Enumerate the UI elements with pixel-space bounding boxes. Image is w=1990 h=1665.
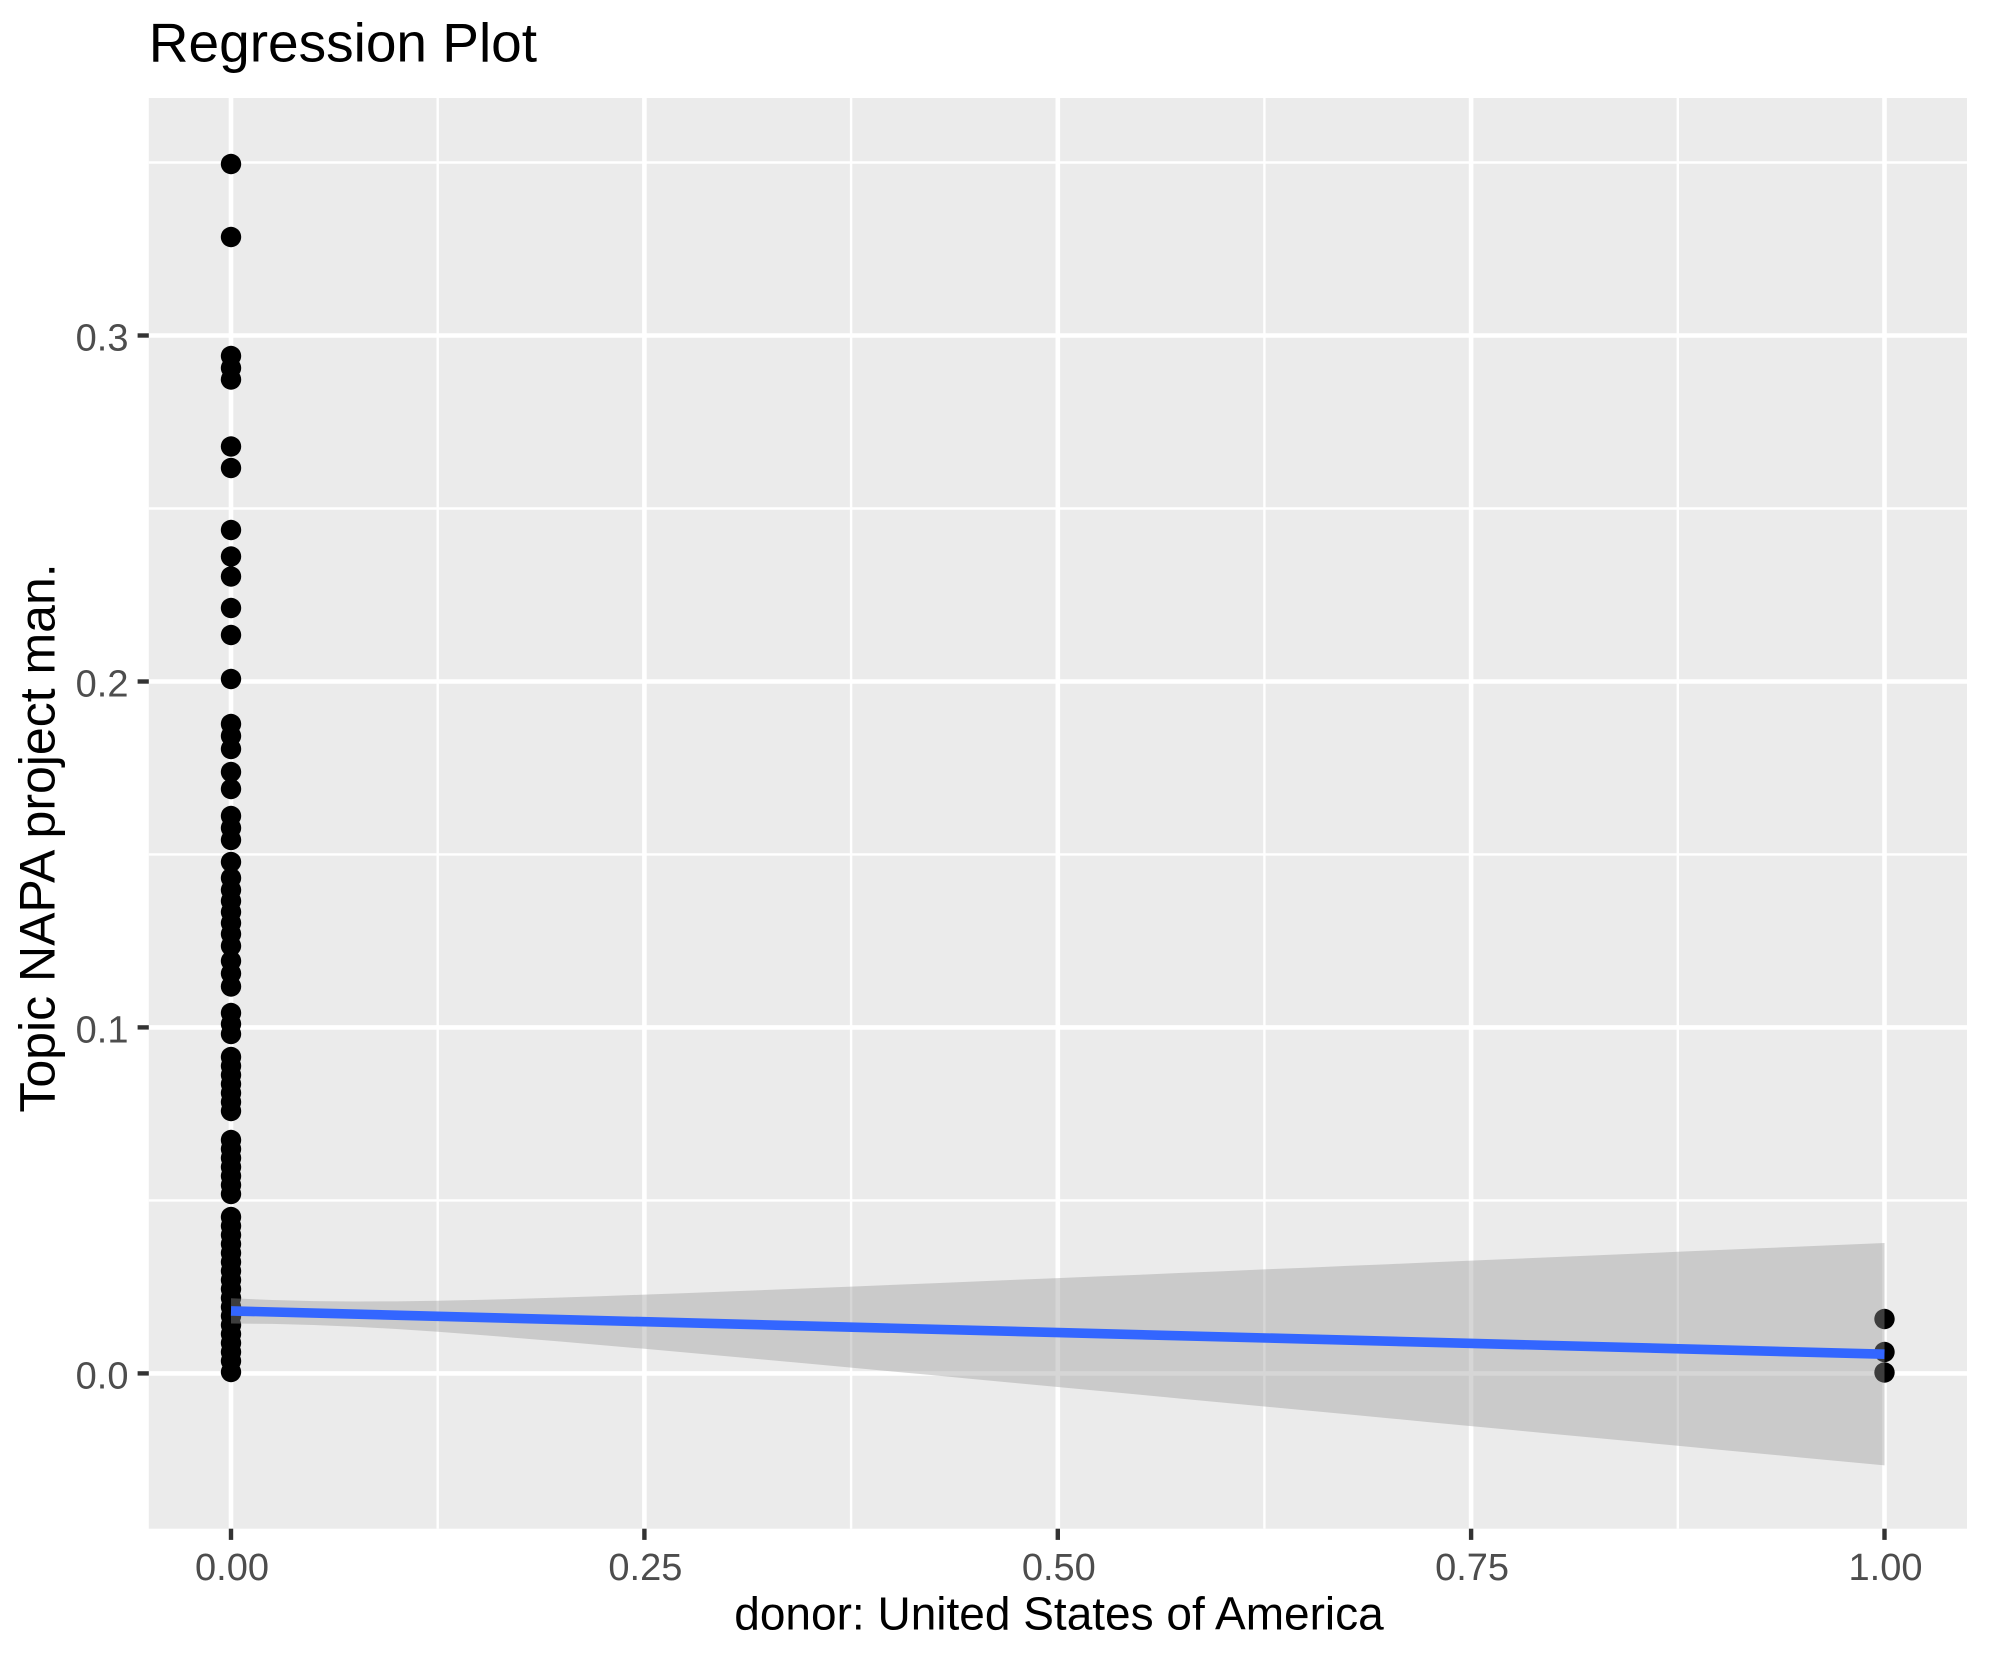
svg-text:0.75: 0.75 [1435, 1547, 1509, 1589]
svg-text:0.0: 0.0 [76, 1355, 129, 1397]
svg-text:Regression Plot: Regression Plot [149, 12, 537, 74]
svg-text:0.3: 0.3 [76, 318, 129, 360]
svg-text:0.1: 0.1 [76, 1009, 129, 1051]
svg-text:0.50: 0.50 [1022, 1547, 1096, 1589]
svg-text:0.00: 0.00 [195, 1547, 269, 1589]
svg-text:donor: United States of Americ: donor: United States of America [734, 1588, 1384, 1640]
svg-text:0.2: 0.2 [76, 664, 129, 706]
svg-text:1.00: 1.00 [1849, 1547, 1923, 1589]
svg-text:Topic NAPA project man.: Topic NAPA project man. [10, 563, 66, 1112]
svg-text:0.25: 0.25 [608, 1547, 682, 1589]
